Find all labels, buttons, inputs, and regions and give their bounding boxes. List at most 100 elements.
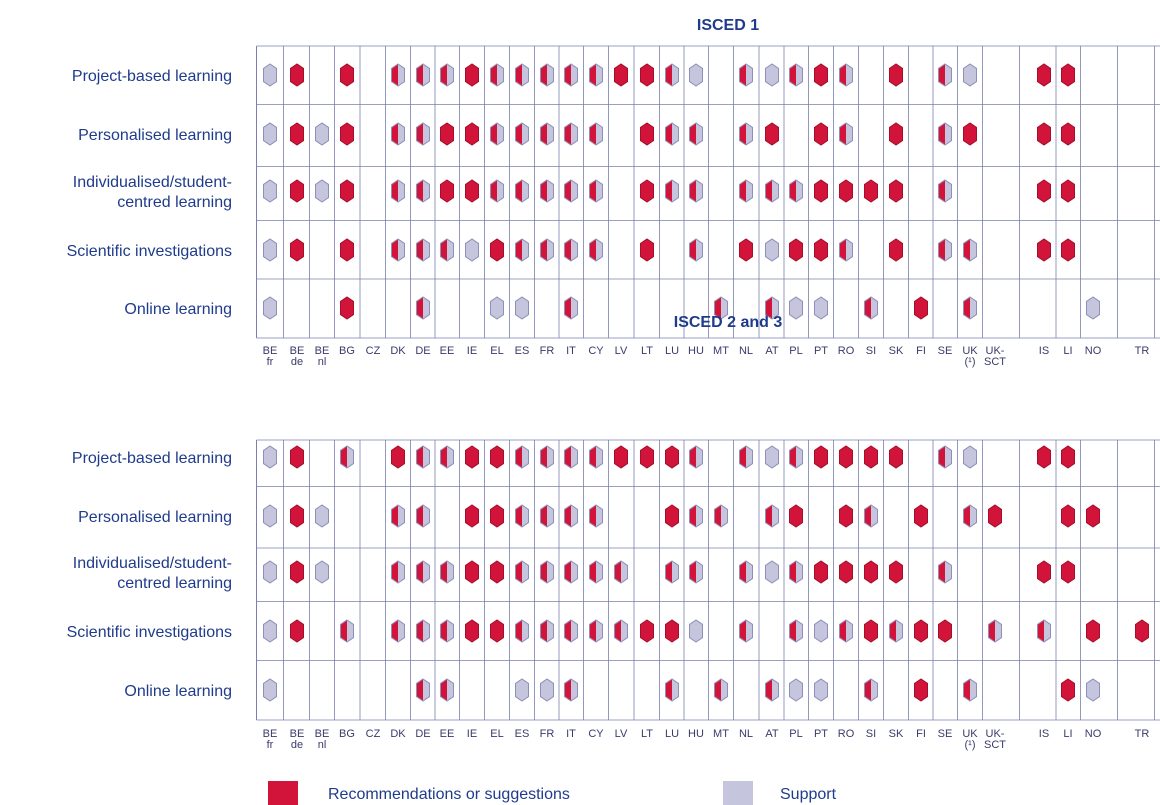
- mark-outline: [963, 504, 977, 528]
- mark-recommendation-half: [564, 620, 571, 642]
- tick-label: nl: [318, 739, 327, 751]
- tick-label: BE: [263, 345, 278, 357]
- mark-outline: [391, 619, 405, 643]
- mark-support: [814, 296, 828, 320]
- tick-label: DE: [415, 728, 430, 740]
- mark-support-half: [571, 505, 578, 527]
- tick-label: FI: [916, 345, 926, 357]
- tick-label: NL: [739, 728, 753, 740]
- mark-recommendation-half: [440, 446, 447, 468]
- mark-support-half: [796, 64, 803, 86]
- panel-2: ISCED 2 and 3 Project-based learning Perso…: [67, 314, 1160, 751]
- mark-recommendation: [1061, 445, 1075, 469]
- mark-outline: [564, 504, 578, 528]
- tick-label: UK-: [986, 345, 1005, 357]
- mark-outline: [515, 238, 529, 262]
- mark-support-half: [672, 64, 679, 86]
- mark-support-half: [796, 620, 803, 642]
- tick-label: BG: [339, 345, 355, 357]
- mark-support-half: [696, 123, 703, 145]
- mark-outline: [490, 179, 504, 203]
- mark-recommendation-half: [540, 64, 547, 86]
- mark-support-half: [423, 620, 430, 642]
- mark-recommendation-half: [963, 297, 970, 319]
- mark-outline: [665, 122, 679, 146]
- mark-support: [263, 122, 277, 146]
- mark-support-half: [547, 620, 554, 642]
- mark-support-half: [571, 123, 578, 145]
- mark-support-half: [596, 239, 603, 261]
- mark-support-half: [423, 561, 430, 583]
- tick-label: LI: [1063, 728, 1072, 740]
- mark-recommendation-half: [515, 505, 522, 527]
- mark-outline: [839, 238, 853, 262]
- mark-recommendation: [290, 445, 304, 469]
- mark-support: [315, 560, 329, 584]
- mark-support-half: [423, 505, 430, 527]
- mark-support-half: [746, 620, 753, 642]
- mark-support-half: [696, 446, 703, 468]
- mark-recommendation: [864, 619, 878, 643]
- mark-support: [814, 619, 828, 643]
- mark-support-half: [522, 505, 529, 527]
- mark-support-half: [398, 620, 405, 642]
- mark-recommendation-half: [963, 239, 970, 261]
- mark-recommendation-half: [564, 505, 571, 527]
- mark-support-half: [547, 64, 554, 86]
- tick-label: ES: [515, 345, 530, 357]
- mark-outline: [391, 504, 405, 528]
- mark-recommendation-half: [938, 446, 945, 468]
- mark-recommendation: [1061, 678, 1075, 702]
- mark-recommendation-half: [689, 180, 696, 202]
- tick-label: EL: [490, 728, 503, 740]
- mark-recommendation: [839, 560, 853, 584]
- mark-recommendation-half: [589, 620, 596, 642]
- row-label: Personalised learning: [78, 127, 232, 144]
- mark-recommendation: [340, 63, 354, 87]
- tick-label: CY: [588, 345, 604, 357]
- mark-recommendation-half: [564, 679, 571, 701]
- mark-recommendation: [814, 63, 828, 87]
- mark-recommendation-half: [515, 64, 522, 86]
- mark-support-half: [995, 620, 1002, 642]
- tick-label: (¹): [965, 739, 976, 751]
- tick-label: IE: [467, 345, 477, 357]
- mark-support-half: [596, 180, 603, 202]
- mark-recommendation: [814, 238, 828, 262]
- mark-outline: [864, 296, 878, 320]
- mark-support-half: [522, 446, 529, 468]
- mark-recommendation-half: [963, 679, 970, 701]
- mark-support-half: [347, 620, 354, 642]
- mark-support: [515, 678, 529, 702]
- tick-label: fr: [267, 739, 274, 751]
- mark-recommendation-half: [889, 620, 896, 642]
- tick-label: PL: [789, 345, 802, 357]
- tick-label: BE: [290, 728, 305, 740]
- mark-outline: [589, 238, 603, 262]
- mark-outline: [540, 619, 554, 643]
- mark-recommendation-half: [589, 239, 596, 261]
- mark-outline: [416, 63, 430, 87]
- mark-outline: [765, 296, 779, 320]
- mark-support: [465, 238, 479, 262]
- mark-support-half: [522, 64, 529, 86]
- tick-label: UK-: [986, 728, 1005, 740]
- mark-recommendation-half: [864, 505, 871, 527]
- mark-recommendation: [490, 504, 504, 528]
- tick-label: BE: [290, 345, 305, 357]
- tick-label: IS: [1039, 728, 1049, 740]
- mark-support-half: [871, 297, 878, 319]
- mark-outline: [564, 560, 578, 584]
- mark-recommendation-half: [490, 64, 497, 86]
- mark-support-half: [547, 446, 554, 468]
- mark-outline: [564, 445, 578, 469]
- mark-outline: [564, 296, 578, 320]
- mark-support: [263, 678, 277, 702]
- mark-outline: [714, 504, 728, 528]
- mark-recommendation-half: [564, 446, 571, 468]
- mark-outline: [540, 445, 554, 469]
- mark-recommendation-half: [864, 679, 871, 701]
- mark-outline: [515, 122, 529, 146]
- tick-label: RO: [838, 728, 855, 740]
